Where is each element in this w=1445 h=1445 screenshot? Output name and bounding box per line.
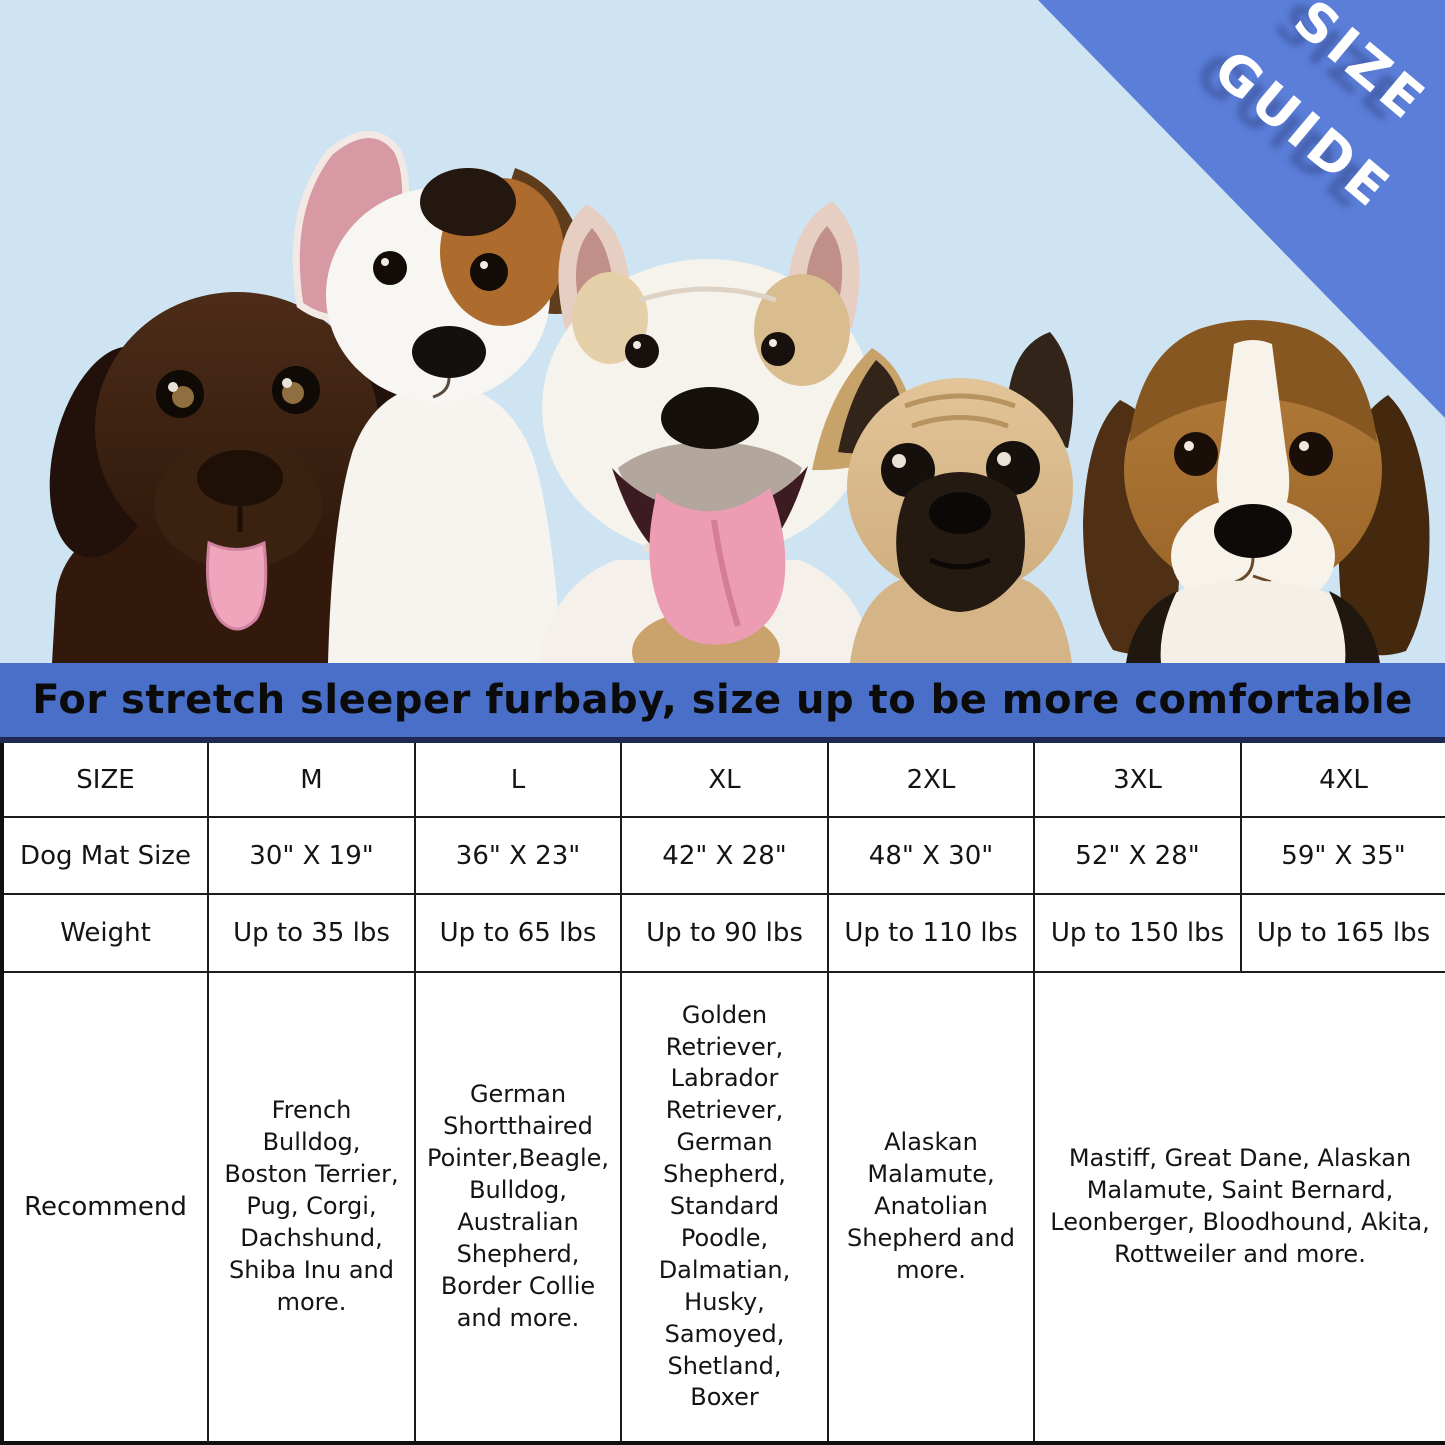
beagle-chest	[1126, 580, 1380, 663]
pug-forehead-wrinkle-2	[911, 415, 1009, 429]
slogan-banner: For stretch sleeper furbaby, size up to …	[0, 663, 1445, 737]
weight-l: Up to 65 lbs	[414, 893, 622, 973]
jrt-nose	[412, 326, 486, 378]
header-cell-l: L	[414, 739, 622, 818]
dog-pug	[812, 332, 1074, 663]
beagle-left-eye	[1174, 432, 1218, 476]
bulldog-left-eye	[625, 334, 659, 368]
mat-size-m: 30" X 19"	[207, 816, 416, 895]
mat-size-4xl: 59" X 35"	[1240, 816, 1445, 895]
pug-body	[850, 565, 1072, 663]
beagle-nose	[1214, 504, 1292, 558]
slogan-text: For stretch sleeper furbaby, size up to …	[32, 677, 1413, 723]
header-cell-m: M	[207, 739, 416, 818]
mat-size-3xl: 52" X 28"	[1033, 816, 1242, 895]
bulldog-right-eye	[761, 332, 795, 366]
bulldog-tan-patch-right	[754, 274, 850, 386]
bulldog-left-eye-glint	[633, 341, 641, 349]
recommend-2xl: Alaskan Malamute, Anatolian Shepherd and…	[827, 971, 1035, 1444]
bulldog-tongue-crease	[711, 519, 741, 627]
jrt-mouth	[432, 377, 451, 399]
jrt-left-eye-glint	[381, 258, 389, 266]
pug-mouth	[928, 557, 992, 570]
header-cell-3xl: 3XL	[1033, 739, 1242, 818]
beagle-right-eye	[1289, 432, 1333, 476]
beagle-saddle-right	[1329, 591, 1380, 663]
recommend-3xl-4xl: Mastiff, Great Dane, Alaskan Malamute, S…	[1033, 971, 1445, 1444]
lab-right-eye-glint	[282, 378, 292, 388]
lab-left-iris	[172, 386, 194, 408]
pug-right-eye-glint	[997, 452, 1011, 466]
pug-nose	[929, 492, 991, 534]
weight-xl: Up to 90 lbs	[620, 893, 829, 973]
lab-left-eye-glint	[168, 382, 178, 392]
dog-jack-russell-terrier	[292, 131, 590, 663]
mat-size-row: Dog Mat Size 30" X 19" 36" X 23" 42" X 2…	[1, 816, 1445, 895]
weight-m: Up to 35 lbs	[207, 893, 416, 973]
beagle-saddle-left	[1126, 591, 1177, 663]
bulldog-brow-wrinkle	[639, 286, 777, 303]
recommend-m: French Bulldog, Boston Terrier, Pug, Cor…	[207, 971, 416, 1444]
header-cell-2xl: 2XL	[827, 739, 1035, 818]
header-cell-4xl: 4XL	[1240, 739, 1445, 818]
mat-size-2xl: 48" X 30"	[827, 816, 1035, 895]
beagle-right-eye-glint	[1299, 441, 1309, 451]
header-cell-size: SIZE	[1, 739, 209, 818]
weight-3xl: Up to 150 lbs	[1033, 893, 1242, 973]
mat-size-xl: 42" X 28"	[620, 816, 829, 895]
lab-tongue	[206, 540, 268, 631]
mat-size-l: 36" X 23"	[414, 816, 622, 895]
jrt-body	[328, 383, 562, 663]
bulldog-tongue	[649, 488, 786, 645]
weight-row-label: Weight	[1, 893, 209, 973]
weight-4xl: Up to 165 lbs	[1240, 893, 1445, 973]
header-cell-xl: XL	[620, 739, 829, 818]
weight-row: Weight Up to 35 lbs Up to 65 lbs Up to 9…	[1, 893, 1445, 973]
recommend-l: German Shortthaired Pointer,Beagle, Bull…	[414, 971, 622, 1444]
dog-chocolate-labrador	[49, 292, 425, 663]
bulldog-right-eye-glint	[769, 339, 777, 347]
jrt-right-eye	[470, 253, 508, 291]
beagle-left-eye-glint	[1184, 441, 1194, 451]
jrt-right-eye-glint	[480, 261, 488, 269]
jrt-left-eye	[373, 251, 407, 285]
dog-beagle	[1083, 320, 1430, 663]
jrt-head-patch	[420, 168, 516, 236]
table-header-row: SIZE M L XL 2XL 3XL 4XL	[1, 739, 1445, 818]
recommend-xl: Golden Retriever, Labrador Retriever, Ge…	[620, 971, 829, 1444]
recommend-row-label: Recommend	[1, 971, 209, 1444]
recommend-row: Recommend French Bulldog, Boston Terrier…	[1, 971, 1445, 1444]
weight-2xl: Up to 110 lbs	[827, 893, 1035, 973]
pug-left-eye-glint	[892, 454, 906, 468]
mat-size-row-label: Dog Mat Size	[1, 816, 209, 895]
pug-forehead-wrinkle-1	[904, 393, 1016, 409]
puppies-photo: SIZE GUIDE	[0, 0, 1445, 663]
lab-nose	[197, 450, 283, 506]
bulldog-nose	[661, 387, 759, 449]
size-table: SIZE M L XL 2XL 3XL 4XL Dog Mat Size 30"…	[0, 737, 1445, 1445]
pug-mask	[896, 472, 1025, 612]
dog-english-bulldog	[538, 201, 874, 663]
